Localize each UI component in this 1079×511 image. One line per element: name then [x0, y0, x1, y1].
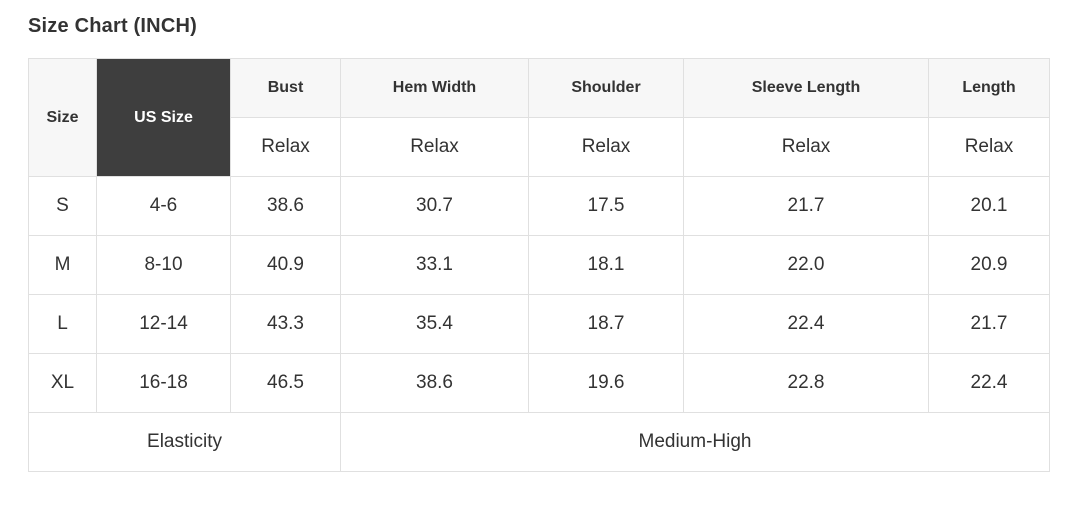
cell-length: 22.4 [928, 353, 1050, 413]
table-row-m: M 8-10 40.9 33.1 18.1 22.0 20.9 [28, 235, 1050, 295]
table-row-l: L 12-14 43.3 35.4 18.7 22.4 21.7 [28, 294, 1050, 354]
table-subheader-row: Relax Relax Relax Relax Relax [29, 117, 1050, 177]
cell-hem-width: 33.1 [340, 235, 529, 295]
cell-size: XL [28, 353, 97, 413]
cell-length: 20.9 [928, 235, 1050, 295]
cell-size: S [28, 176, 97, 236]
col-header-length: Length [928, 58, 1050, 118]
cell-shoulder: 19.6 [528, 353, 684, 413]
cell-us-size: 12-14 [96, 294, 231, 354]
col-header-hem-width: Hem Width [340, 58, 529, 118]
cell-hem-width: 35.4 [340, 294, 529, 354]
cell-hem-width: 30.7 [340, 176, 529, 236]
table-row-s: S 4-6 38.6 30.7 17.5 21.7 20.1 [28, 176, 1050, 236]
table-footer-row: Elasticity Medium-High [28, 412, 1050, 472]
col-header-shoulder: Shoulder [528, 58, 684, 118]
subheader-hem-width-relax: Relax [340, 117, 529, 177]
col-header-bust: Bust [230, 58, 341, 118]
cell-shoulder: 18.1 [528, 235, 684, 295]
subheader-bust-relax: Relax [230, 117, 341, 177]
cell-bust: 40.9 [230, 235, 341, 295]
cell-sleeve-length: 22.0 [683, 235, 929, 295]
cell-shoulder: 17.5 [528, 176, 684, 236]
col-header-us-size: US Size [96, 58, 231, 177]
table-row-xl: XL 16-18 46.5 38.6 19.6 22.8 22.4 [28, 353, 1050, 413]
subheader-sleeve-length-relax: Relax [683, 117, 929, 177]
cell-length: 21.7 [928, 294, 1050, 354]
cell-sleeve-length: 21.7 [683, 176, 929, 236]
page-title: Size Chart (INCH) [28, 15, 197, 37]
cell-sleeve-length: 22.4 [683, 294, 929, 354]
cell-bust: 38.6 [230, 176, 341, 236]
cell-size: M [28, 235, 97, 295]
cell-shoulder: 18.7 [528, 294, 684, 354]
col-header-size: Size [28, 58, 97, 177]
cell-bust: 43.3 [230, 294, 341, 354]
cell-size: L [28, 294, 97, 354]
size-chart-table: Size US Size Bust Hem Width Shoulder Sle… [28, 58, 1050, 472]
cell-us-size: 16-18 [96, 353, 231, 413]
subheader-shoulder-relax: Relax [528, 117, 684, 177]
subheader-length-relax: Relax [928, 117, 1050, 177]
elasticity-value-cell: Medium-High [340, 412, 1050, 472]
cell-hem-width: 38.6 [340, 353, 529, 413]
cell-sleeve-length: 22.8 [683, 353, 929, 413]
elasticity-label-cell: Elasticity [28, 412, 341, 472]
col-header-sleeve-length: Sleeve Length [683, 58, 929, 118]
cell-length: 20.1 [928, 176, 1050, 236]
cell-us-size: 8-10 [96, 235, 231, 295]
table-header-row: Size US Size Bust Hem Width Shoulder Sle… [28, 58, 1050, 177]
cell-us-size: 4-6 [96, 176, 231, 236]
cell-bust: 46.5 [230, 353, 341, 413]
